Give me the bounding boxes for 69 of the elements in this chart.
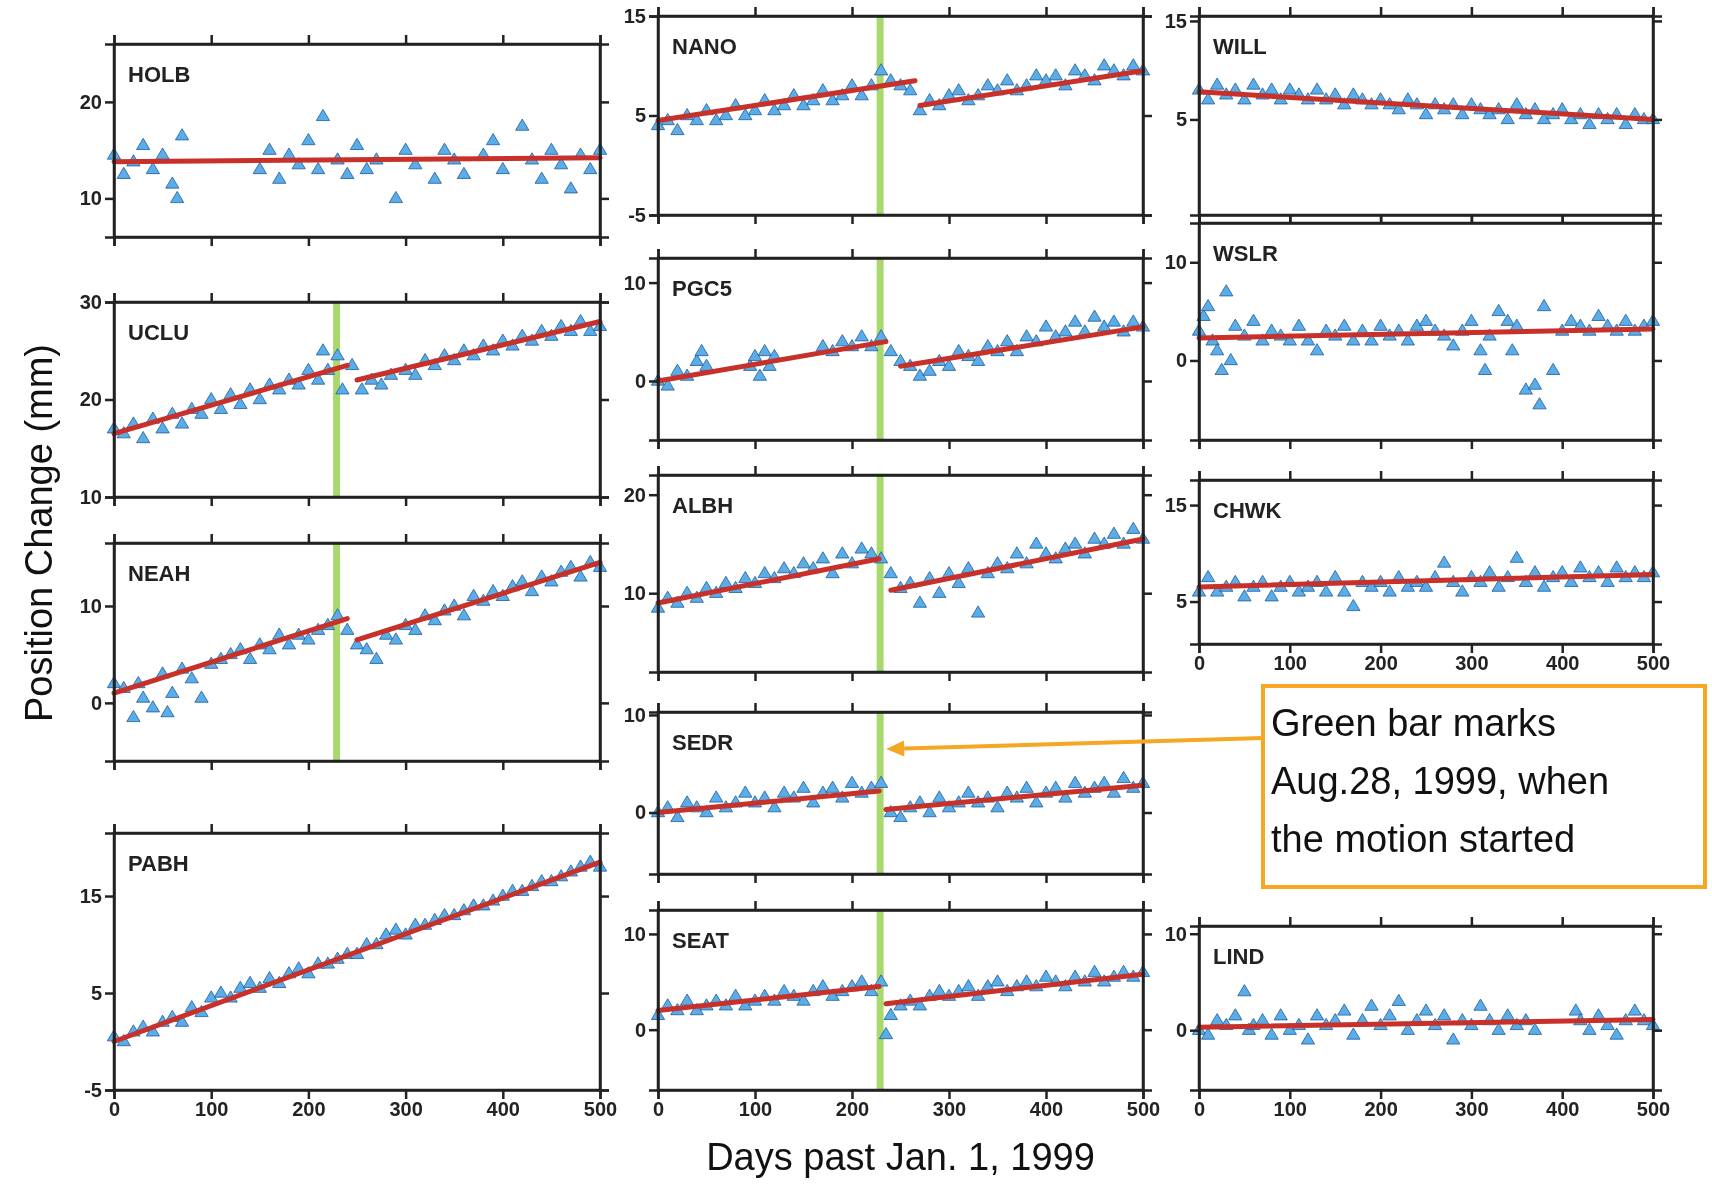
y-tick-label: 15 bbox=[1164, 493, 1187, 516]
y-tick-label: 20 bbox=[79, 90, 102, 113]
text: WSLR bbox=[1213, 241, 1278, 266]
text: WILL bbox=[1213, 34, 1267, 59]
x-tick-label: 0 bbox=[1193, 652, 1206, 675]
x-tick-label: 100 bbox=[1273, 1098, 1307, 1121]
y-tick-label: 10 bbox=[623, 271, 646, 294]
y-tick-label: 0 bbox=[634, 1018, 646, 1041]
x-tick-label: 100 bbox=[1273, 652, 1307, 675]
text: NEAH bbox=[128, 561, 191, 586]
y-tick-label: 0 bbox=[634, 801, 646, 824]
x-tick-label: 300 bbox=[1455, 652, 1489, 675]
y-tick-label: 30 bbox=[79, 290, 102, 313]
text: UCLU bbox=[128, 320, 190, 345]
y-tick-label: 10 bbox=[623, 582, 646, 605]
x-tick-label: 400 bbox=[1029, 1098, 1064, 1121]
text: CHWK bbox=[1213, 498, 1282, 523]
x-tick-label: 200 bbox=[835, 1098, 870, 1121]
y-tick-label: 5 bbox=[90, 981, 102, 1004]
text: ALBH bbox=[672, 493, 734, 518]
y-axis-title: Position Change (mm) bbox=[18, 343, 60, 723]
x-tick-label: 300 bbox=[932, 1098, 967, 1121]
text: NANO bbox=[672, 34, 737, 59]
y-tick-label: 5 bbox=[634, 104, 646, 127]
x-tick-label: 500 bbox=[1636, 1098, 1671, 1121]
x-tick-label: 500 bbox=[1126, 1098, 1161, 1121]
y-tick-label: 10 bbox=[79, 594, 102, 617]
x-tick-label: 300 bbox=[389, 1098, 423, 1121]
x-tick-label: 0 bbox=[1193, 1098, 1206, 1121]
x-axis-title: Days past Jan. 1, 1999 bbox=[706, 1136, 1095, 1178]
x-tick-label: 500 bbox=[1636, 652, 1671, 675]
x-tick-label: 200 bbox=[1364, 1098, 1398, 1121]
text: Green bar marks Aug.28, 1999, when the motion started bbox=[1271, 702, 1610, 860]
y-tick-label: 5 bbox=[1175, 590, 1187, 613]
x-tick-label: 200 bbox=[1364, 652, 1398, 675]
y-tick-label: 0 bbox=[1175, 1019, 1187, 1042]
y-tick-label: 10 bbox=[79, 187, 102, 210]
y-tick-label: 0 bbox=[1175, 349, 1187, 372]
y-tick-label: -5 bbox=[84, 1078, 102, 1101]
text: LIND bbox=[1213, 944, 1265, 969]
text: PGC5 bbox=[672, 276, 732, 301]
x-tick-label: 0 bbox=[652, 1098, 665, 1121]
x-tick-label: 200 bbox=[292, 1098, 326, 1121]
y-tick-label: 15 bbox=[79, 884, 102, 907]
y-tick-label: 15 bbox=[623, 4, 646, 27]
y-tick-label: 20 bbox=[79, 388, 102, 411]
y-tick-label: 10 bbox=[623, 922, 646, 945]
x-tick-label: 100 bbox=[195, 1098, 229, 1121]
text: HOLB bbox=[128, 62, 191, 87]
x-tick-label: 0 bbox=[108, 1098, 121, 1121]
y-tick-label: 0 bbox=[634, 369, 646, 392]
x-tick-label: 100 bbox=[738, 1098, 773, 1121]
text: SEAT bbox=[672, 928, 730, 953]
y-tick-label: 10 bbox=[1164, 251, 1187, 274]
y-tick-label: 15 bbox=[1164, 9, 1187, 32]
x-tick-label: 400 bbox=[1546, 652, 1580, 675]
x-tick-label: 400 bbox=[486, 1098, 520, 1121]
y-tick-label: 10 bbox=[623, 703, 646, 726]
y-tick-label: 20 bbox=[623, 483, 646, 506]
x-tick-label: 500 bbox=[583, 1098, 618, 1121]
text: PABH bbox=[128, 851, 189, 876]
y-tick-label: 10 bbox=[79, 485, 102, 508]
text: SEDR bbox=[672, 730, 734, 755]
y-tick-label: 5 bbox=[1175, 108, 1187, 131]
x-tick-label: 400 bbox=[1546, 1098, 1580, 1121]
x-tick-label: 300 bbox=[1455, 1098, 1489, 1121]
y-tick-label: -5 bbox=[628, 203, 646, 226]
y-tick-label: 0 bbox=[90, 691, 102, 714]
y-tick-label: 10 bbox=[1164, 922, 1187, 945]
